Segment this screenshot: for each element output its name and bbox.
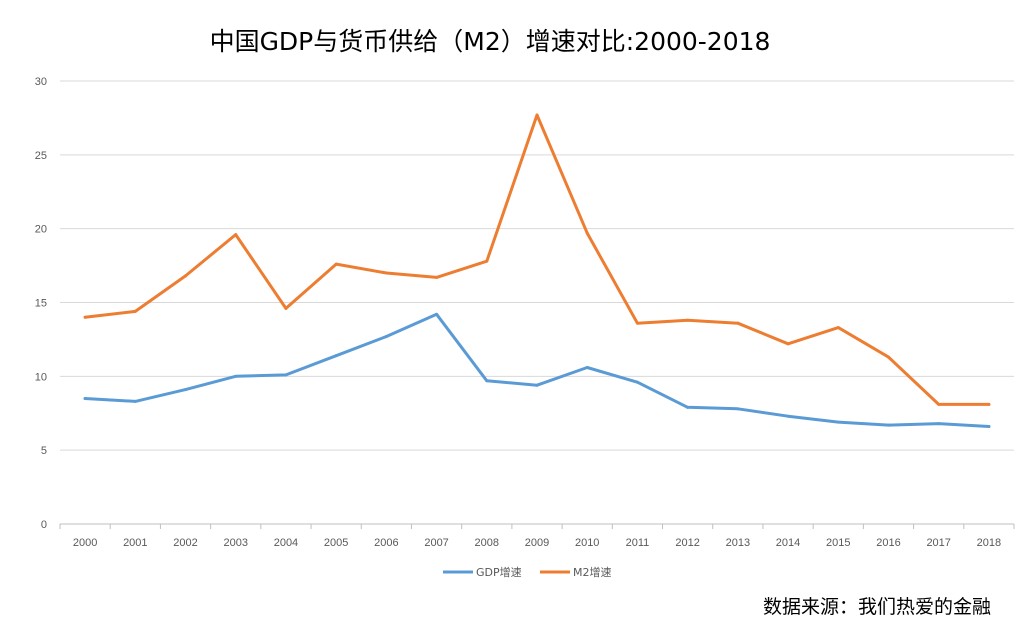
- data-point: [284, 306, 288, 310]
- y-tick-label: 10: [35, 371, 47, 383]
- data-point: [635, 380, 639, 384]
- y-tick-label: 15: [35, 298, 47, 310]
- data-point: [585, 231, 589, 235]
- data-point: [535, 113, 539, 117]
- legend-label: M2增速: [573, 565, 612, 579]
- legend-label: GDP增速: [476, 565, 522, 579]
- data-point: [184, 388, 188, 392]
- data-point: [133, 309, 137, 313]
- x-tick-label: 2004: [274, 537, 298, 549]
- x-tick-label: 2006: [374, 537, 398, 549]
- chart-title: 中国GDP与货币供给（M2）增速对比:2000-2018: [209, 27, 771, 56]
- x-tick-label: 2002: [173, 537, 197, 549]
- x-tick-label: 2010: [575, 537, 599, 549]
- data-point: [334, 262, 338, 266]
- y-tick-label: 25: [35, 150, 47, 162]
- data-point: [234, 233, 238, 237]
- data-point: [485, 259, 489, 263]
- x-tick-label: 2003: [223, 537, 247, 549]
- data-point: [83, 396, 87, 400]
- data-point: [937, 402, 941, 406]
- data-point: [184, 274, 188, 278]
- data-point: [786, 414, 790, 418]
- x-tick-label: 2017: [926, 537, 950, 549]
- data-point: [234, 374, 238, 378]
- y-tick-label: 20: [35, 224, 47, 236]
- data-point: [635, 321, 639, 325]
- data-point: [786, 342, 790, 346]
- y-tick-label: 5: [41, 445, 47, 457]
- y-tick-label: 30: [35, 76, 47, 88]
- x-tick-label: 2012: [675, 537, 699, 549]
- data-point: [384, 334, 388, 338]
- data-point: [937, 422, 941, 426]
- x-tick-label: 2009: [525, 537, 549, 549]
- data-point: [435, 312, 439, 316]
- data-point: [836, 326, 840, 330]
- data-point: [886, 355, 890, 359]
- y-tick-label: 0: [41, 519, 47, 531]
- x-tick-label: 2007: [424, 537, 448, 549]
- x-tick-label: 2008: [475, 537, 499, 549]
- data-point: [686, 405, 690, 409]
- data-point: [585, 365, 589, 369]
- data-point: [987, 425, 991, 429]
- x-tick-label: 2005: [324, 537, 348, 549]
- data-point: [736, 321, 740, 325]
- data-point: [535, 383, 539, 387]
- data-point: [836, 420, 840, 424]
- source-note: 数据来源：我们热爱的金融: [762, 596, 991, 618]
- data-point: [886, 423, 890, 427]
- data-point: [384, 271, 388, 275]
- data-point: [334, 354, 338, 358]
- x-tick-label: 2018: [977, 537, 1001, 549]
- data-point: [686, 318, 690, 322]
- x-tick-label: 2011: [626, 537, 650, 549]
- x-tick-label: 2000: [73, 537, 97, 549]
- data-point: [435, 275, 439, 279]
- x-tick-label: 2015: [826, 537, 850, 549]
- series-line-2: [83, 113, 991, 406]
- data-point: [736, 407, 740, 411]
- data-point: [485, 379, 489, 383]
- x-tick-label: 2014: [776, 537, 800, 549]
- data-point: [83, 315, 87, 319]
- data-point: [284, 373, 288, 377]
- x-tick-label: 2016: [876, 537, 900, 549]
- series-line-1: [83, 312, 991, 428]
- x-tick-label: 2001: [123, 537, 147, 549]
- data-point: [133, 399, 137, 403]
- x-tick-label: 2013: [726, 537, 750, 549]
- data-point: [987, 402, 991, 406]
